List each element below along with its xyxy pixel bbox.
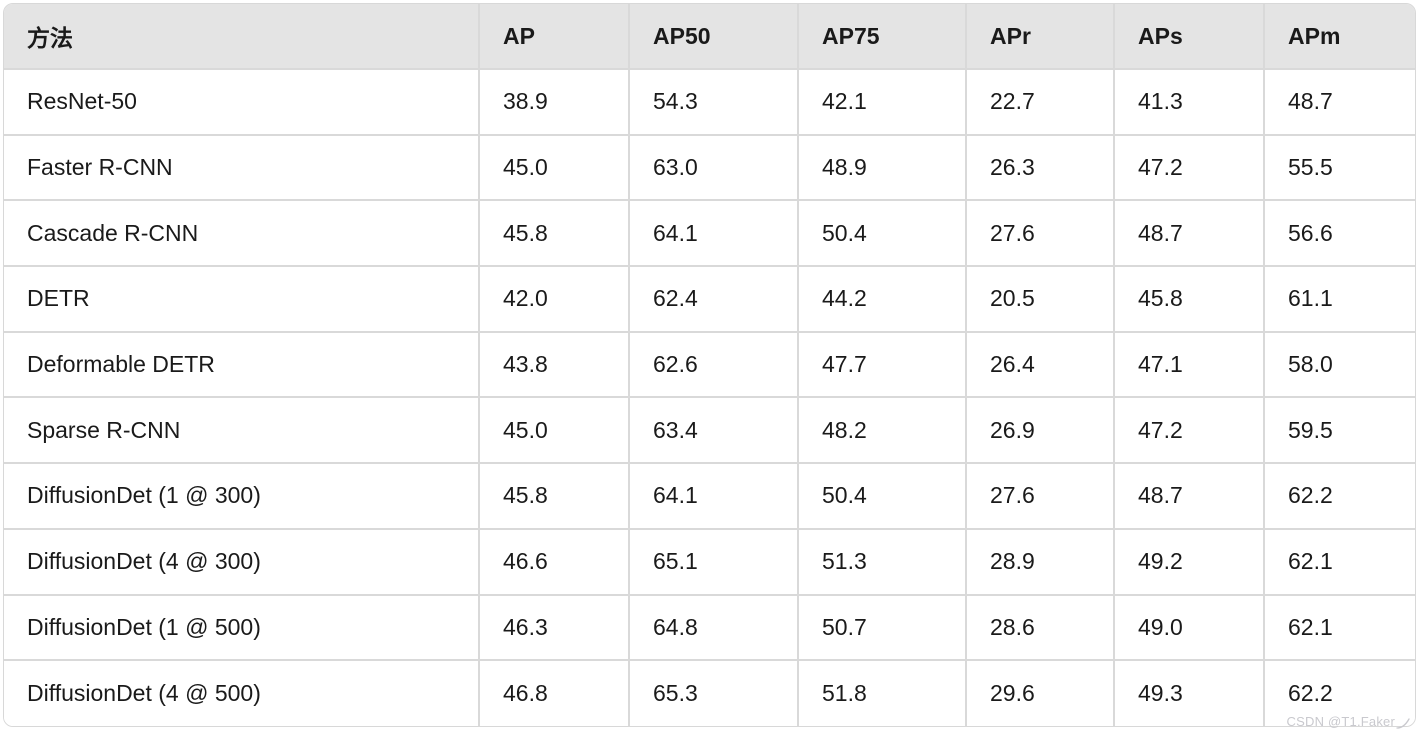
table-row: DiffusionDet (1 @ 300) 45.8 64.1 50.4 27…	[4, 462, 1415, 530]
method-cell: Cascade R-CNN	[4, 199, 480, 268]
method-cell: DiffusionDet (4 @ 500)	[4, 659, 480, 726]
value-cell: 64.8	[628, 593, 799, 662]
value-cell: 44.2	[797, 265, 967, 333]
table-row: Cascade R-CNN 45.8 64.1 50.4 27.6 48.7 5…	[4, 199, 1415, 268]
value-cell: 64.1	[628, 199, 799, 268]
value-cell: 65.1	[628, 527, 799, 596]
value-cell: 62.1	[1263, 527, 1415, 596]
value-cell: 28.6	[965, 593, 1115, 662]
value-cell: 62.1	[1263, 593, 1415, 662]
header-cell-aps: APs	[1113, 4, 1265, 70]
value-cell: 48.7	[1113, 462, 1265, 530]
value-cell: 54.3	[628, 68, 799, 136]
value-cell: 51.8	[797, 659, 967, 726]
value-cell: 26.3	[965, 133, 1115, 202]
value-cell: 59.5	[1263, 396, 1415, 465]
table-row: Faster R-CNN 45.0 63.0 48.9 26.3 47.2 55…	[4, 133, 1415, 202]
value-cell: 48.9	[797, 133, 967, 202]
value-cell: 63.4	[628, 396, 799, 465]
value-cell: 43.8	[478, 330, 630, 399]
value-cell: 49.2	[1113, 527, 1265, 596]
value-cell: 27.6	[965, 199, 1115, 268]
method-cell: DiffusionDet (1 @ 500)	[4, 593, 480, 662]
benchmark-results-table: 方法 AP AP50 AP75 APr APs APm ResNet-50 38…	[4, 4, 1415, 726]
table-row: DiffusionDet (1 @ 500) 46.3 64.8 50.7 28…	[4, 593, 1415, 662]
table-row: Sparse R-CNN 45.0 63.4 48.2 26.9 47.2 59…	[4, 396, 1415, 465]
value-cell: 48.2	[797, 396, 967, 465]
value-cell: 48.7	[1263, 68, 1415, 136]
value-cell: 46.8	[478, 659, 630, 726]
header-cell-method: 方法	[4, 4, 480, 70]
value-cell: 49.0	[1113, 593, 1265, 662]
value-cell: 48.7	[1113, 199, 1265, 268]
value-cell: 20.5	[965, 265, 1115, 333]
value-cell: 46.6	[478, 527, 630, 596]
value-cell: 45.8	[478, 199, 630, 268]
value-cell: 45.8	[1113, 265, 1265, 333]
value-cell: 56.6	[1263, 199, 1415, 268]
value-cell: 47.1	[1113, 330, 1265, 399]
results-table-container: 方法 AP AP50 AP75 APr APs APm ResNet-50 38…	[3, 3, 1416, 727]
value-cell: 47.7	[797, 330, 967, 399]
table-row: Deformable DETR 43.8 62.6 47.7 26.4 47.1…	[4, 330, 1415, 399]
method-cell: DiffusionDet (1 @ 300)	[4, 462, 480, 530]
value-cell: 29.6	[965, 659, 1115, 726]
table-row: DiffusionDet (4 @ 300) 46.6 65.1 51.3 28…	[4, 527, 1415, 596]
value-cell: 22.7	[965, 68, 1115, 136]
method-cell: Sparse R-CNN	[4, 396, 480, 465]
table-header-row: 方法 AP AP50 AP75 APr APs APm	[4, 4, 1415, 70]
value-cell: 63.0	[628, 133, 799, 202]
value-cell: 28.9	[965, 527, 1115, 596]
value-cell: 65.3	[628, 659, 799, 726]
value-cell: 45.0	[478, 133, 630, 202]
method-cell: ResNet-50	[4, 68, 480, 136]
value-cell: 61.1	[1263, 265, 1415, 333]
value-cell: 26.4	[965, 330, 1115, 399]
value-cell: 51.3	[797, 527, 967, 596]
table-row: DiffusionDet (4 @ 500) 46.8 65.3 51.8 29…	[4, 659, 1415, 726]
header-cell-ap: AP	[478, 4, 630, 70]
value-cell: 45.0	[478, 396, 630, 465]
value-cell: 55.5	[1263, 133, 1415, 202]
table-row: DETR 42.0 62.4 44.2 20.5 45.8 61.1	[4, 265, 1415, 333]
value-cell: 41.3	[1113, 68, 1265, 136]
value-cell: 38.9	[478, 68, 630, 136]
method-cell: DiffusionDet (4 @ 300)	[4, 527, 480, 596]
value-cell: 49.3	[1113, 659, 1265, 726]
header-cell-apr: APr	[965, 4, 1115, 70]
header-cell-ap75: AP75	[797, 4, 967, 70]
value-cell: 58.0	[1263, 330, 1415, 399]
header-cell-apm: APm	[1263, 4, 1415, 70]
table-row: ResNet-50 38.9 54.3 42.1 22.7 41.3 48.7	[4, 68, 1415, 136]
value-cell: 47.2	[1113, 133, 1265, 202]
value-cell: 50.4	[797, 199, 967, 268]
header-cell-ap50: AP50	[628, 4, 799, 70]
value-cell: 50.4	[797, 462, 967, 530]
value-cell: 46.3	[478, 593, 630, 662]
value-cell: 45.8	[478, 462, 630, 530]
value-cell: 62.2	[1263, 659, 1415, 726]
value-cell: 47.2	[1113, 396, 1265, 465]
method-cell: Faster R-CNN	[4, 133, 480, 202]
value-cell: 62.6	[628, 330, 799, 399]
method-cell: Deformable DETR	[4, 330, 480, 399]
value-cell: 27.6	[965, 462, 1115, 530]
value-cell: 50.7	[797, 593, 967, 662]
value-cell: 64.1	[628, 462, 799, 530]
value-cell: 26.9	[965, 396, 1115, 465]
value-cell: 42.0	[478, 265, 630, 333]
value-cell: 42.1	[797, 68, 967, 136]
method-cell: DETR	[4, 265, 480, 333]
value-cell: 62.4	[628, 265, 799, 333]
value-cell: 62.2	[1263, 462, 1415, 530]
